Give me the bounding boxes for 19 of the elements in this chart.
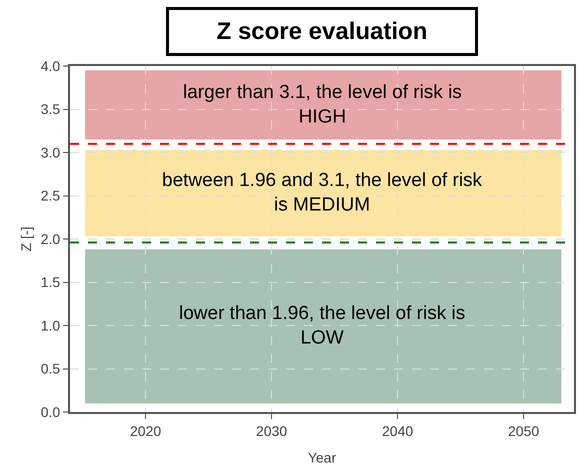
y-tick-label: 1.0 <box>40 317 60 334</box>
y-tick-label: 3.0 <box>40 144 60 160</box>
x-tick-label: 2030 <box>256 422 288 439</box>
x-tick-label: 2040 <box>382 422 414 439</box>
y-tick-label: 3.5 <box>40 101 60 118</box>
y-axis-title: Z [-] <box>18 226 34 252</box>
y-tick-label: 0.0 <box>40 404 60 420</box>
x-tick-label: 2020 <box>130 422 162 439</box>
chart-title: Z score evaluation <box>216 18 428 45</box>
band-label: larger than 3.1, the level of risk is HIGH <box>183 82 462 128</box>
y-tick-label: 2.0 <box>40 230 60 247</box>
y-tick-label: 1.5 <box>40 274 60 290</box>
y-tick-label: 0.5 <box>40 360 60 377</box>
x-tick-label: 2050 <box>508 422 540 439</box>
band-label: between 1.96 and 3.1, the level of risk is MEDIUM <box>162 170 483 216</box>
x-axis-title: Year <box>308 450 336 466</box>
band-label: lower than 1.96, the level of risk is LOW <box>179 303 466 349</box>
y-tick-label: 4.0 <box>40 58 60 74</box>
y-tick-label: 2.5 <box>40 188 60 204</box>
